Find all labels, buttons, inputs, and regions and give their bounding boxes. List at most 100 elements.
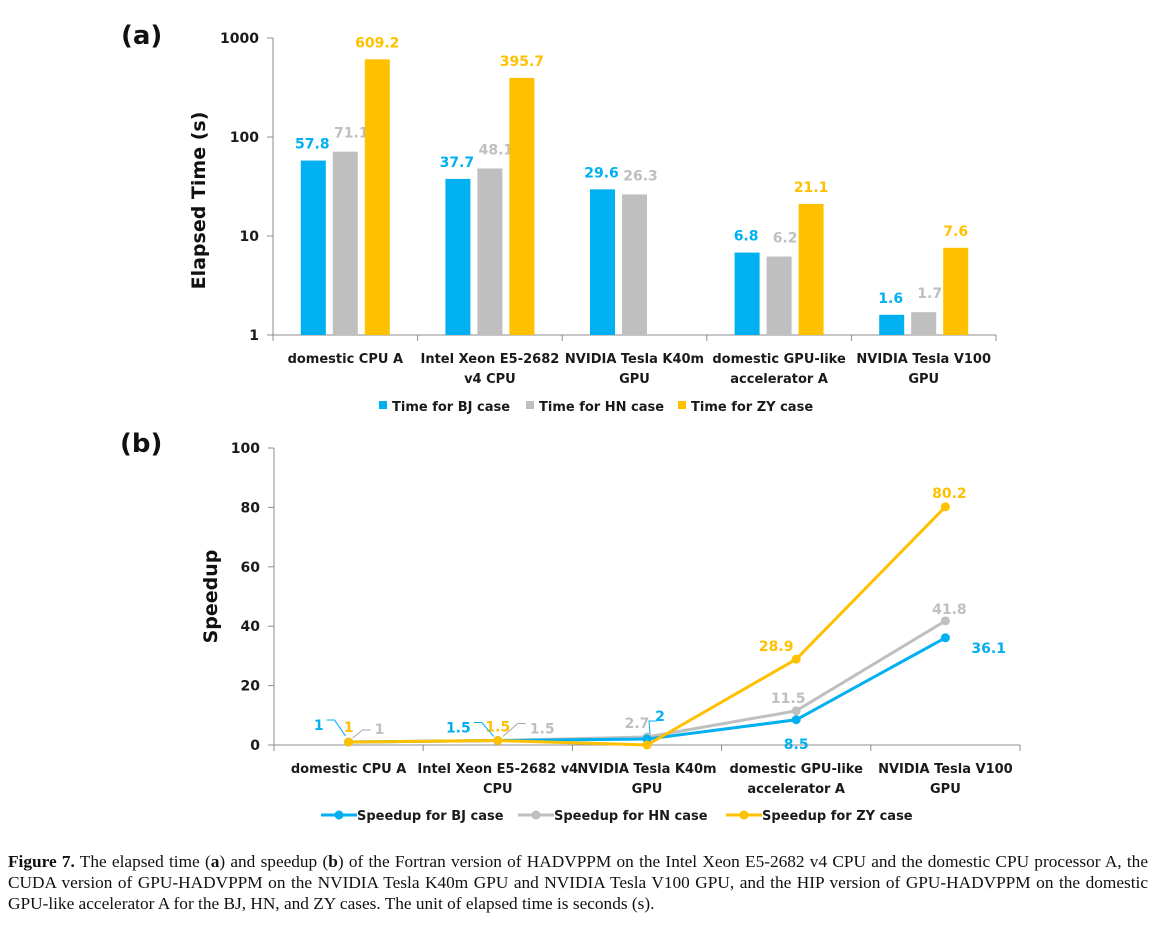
- bar-zy: [943, 247, 969, 335]
- data-label-zy: 80.2: [932, 486, 967, 502]
- legend-marker-hn: [531, 810, 541, 820]
- panel-label-b: (b): [120, 429, 162, 459]
- data-point-zy: [493, 736, 503, 746]
- data-label-bj: 37.7: [440, 155, 475, 171]
- category-label: Intel Xeon E5-2682 v4: [417, 762, 578, 777]
- category-label: GPU: [930, 782, 961, 797]
- leader-line-hn: [352, 729, 371, 739]
- leader-line-hn: [502, 723, 526, 737]
- category-label: NVIDIA Tesla V100: [878, 762, 1013, 777]
- caption-segment: The elapsed time (: [74, 852, 211, 871]
- legend-marker-bj: [334, 810, 344, 820]
- category-label: accelerator A: [747, 782, 845, 797]
- series-line-zy: [348, 505, 947, 747]
- caption-label: Figure 7.: [8, 852, 75, 871]
- data-label-zy: 21.1: [794, 180, 829, 196]
- data-label-hn: 2.7: [625, 716, 650, 732]
- bar-hn: [477, 168, 503, 335]
- y-tick-label: 60: [241, 560, 261, 576]
- data-label-bj: 1.5: [446, 721, 471, 737]
- bar-hn: [911, 312, 937, 335]
- bar-bj: [879, 314, 905, 335]
- data-point-hn: [791, 706, 801, 716]
- category-label: NVIDIA Tesla K40m: [577, 762, 716, 777]
- figure-caption: Figure 7. The elapsed time (a) and speed…: [8, 851, 1148, 914]
- bar-hn: [332, 151, 358, 335]
- bar-bj: [445, 178, 471, 335]
- category-label: GPU: [908, 372, 939, 387]
- data-point-bj: [940, 633, 950, 643]
- category-label: CPU: [483, 782, 513, 797]
- data-label-hn: 26.3: [623, 168, 658, 184]
- bar-zy: [798, 203, 824, 335]
- y-tick-label: 100: [230, 130, 259, 146]
- data-label-bj: 29.6: [584, 165, 619, 181]
- legend-swatch-zy: [678, 401, 686, 409]
- legend-label-zy: Time for ZY case: [691, 400, 813, 415]
- category-label: NVIDIA Tesla V100: [856, 352, 991, 367]
- data-label-bj: 1: [314, 718, 324, 734]
- bar-zy: [509, 77, 535, 335]
- caption-text: The elapsed time (a) and speedup (b) of …: [8, 852, 1148, 913]
- data-label-zy: 395.7: [500, 54, 544, 70]
- data-label-zy: 1.5: [485, 720, 510, 736]
- bar-hn: [622, 194, 647, 335]
- data-label-hn: 48.1: [479, 142, 514, 158]
- data-label-hn: 1.7: [917, 286, 942, 302]
- category-label: GPU: [619, 372, 650, 387]
- y-tick-label: 0: [250, 738, 260, 754]
- y-axis-title: Elapsed Time (s): [188, 112, 210, 290]
- category-label: accelerator A: [730, 372, 828, 387]
- data-label-bj: 57.8: [295, 137, 330, 153]
- legend-label-hn: Time for HN case: [539, 400, 664, 415]
- y-tick-label: 100: [231, 441, 260, 457]
- panel-label-a: (a): [121, 21, 162, 51]
- category-label: domestic GPU-like: [729, 762, 863, 777]
- leader-line-bj: [326, 719, 347, 737]
- data-label-zy: 1: [344, 720, 354, 736]
- category-label: domestic CPU A: [291, 762, 406, 777]
- legend-swatch-bj: [379, 401, 387, 409]
- data-label-bj: 6.8: [734, 229, 759, 245]
- data-point-zy: [642, 740, 652, 750]
- y-tick-label: 80: [241, 500, 261, 516]
- data-label-bj: 2: [655, 709, 665, 725]
- bar-bj: [734, 252, 760, 335]
- category-label: NVIDIA Tesla K40m: [565, 352, 704, 367]
- leader-line-bj: [648, 720, 657, 735]
- legend-label-bj: Time for BJ case: [392, 400, 510, 415]
- data-label-hn: 41.8: [932, 602, 967, 618]
- data-label-hn: 1: [375, 722, 385, 738]
- bar-bj: [300, 160, 326, 335]
- y-axis-title: Speedup: [200, 550, 222, 644]
- bar-bj: [590, 189, 615, 335]
- category-label: v4 CPU: [464, 372, 516, 387]
- data-label-bj: 36.1: [971, 641, 1006, 657]
- data-label-hn: 1.5: [530, 722, 555, 738]
- chart-elapsed-time: (a) 1 10 100 1000 Elapsed Time (s) 57.8 37.7 29.…: [121, 21, 997, 415]
- caption-segment: ) and speedup (: [219, 852, 329, 871]
- caption-segment: ) of the Fortran version of HADVPPM on t…: [8, 852, 1148, 913]
- caption-segment: b: [328, 852, 338, 871]
- data-point-hn: [940, 616, 950, 626]
- y-tick-label: 1: [249, 328, 259, 344]
- data-label-bj: 8.5: [784, 737, 809, 753]
- data-label-zy: 28.9: [759, 639, 794, 655]
- bar-hn: [766, 256, 792, 335]
- legend-label-hn: Speedup for HN case: [554, 809, 708, 824]
- legend-marker-zy: [739, 810, 749, 820]
- data-label-bj: 1.6: [878, 291, 903, 307]
- data-label-zy: 609.2: [355, 35, 399, 51]
- legend-label-bj: Speedup for BJ case: [357, 809, 504, 824]
- caption-segment: a: [210, 852, 220, 871]
- category-label: domestic GPU-like: [712, 352, 846, 367]
- legend-label-zy: Speedup for ZY case: [762, 809, 913, 824]
- y-tick-label: 1000: [220, 31, 259, 47]
- y-tick-label: 20: [241, 679, 261, 695]
- bar-zy: [364, 59, 390, 335]
- data-point-zy: [344, 737, 354, 747]
- data-label-zy: 7.6: [943, 224, 968, 240]
- category-label: GPU: [632, 782, 663, 797]
